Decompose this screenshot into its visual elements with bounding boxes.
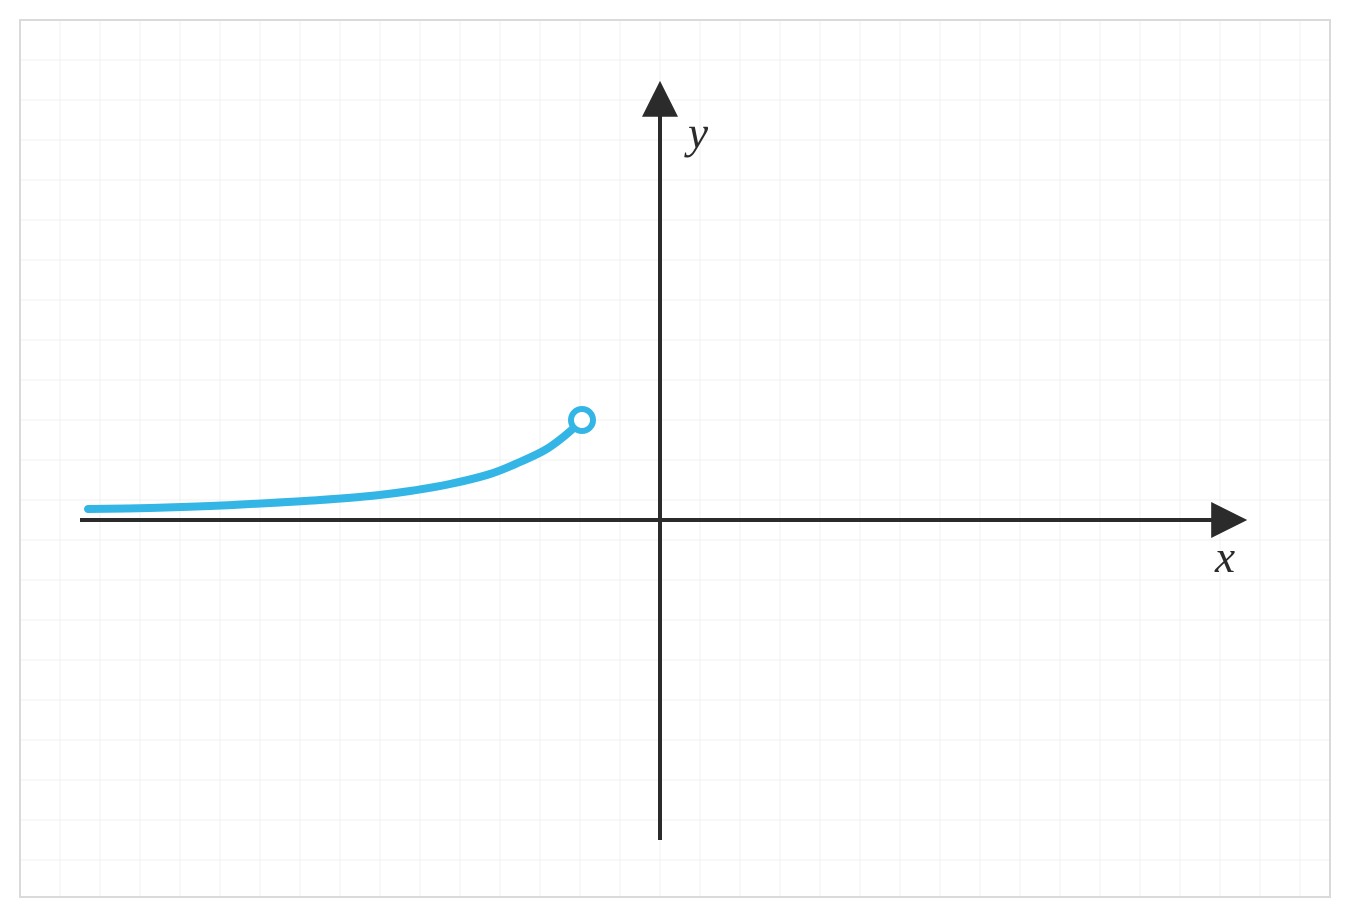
axes: xy [80,88,1240,840]
chart-svg: xy [0,0,1350,917]
y-axis-label: y [684,108,709,158]
open-endpoint [571,409,593,431]
x-axis-label: x [1214,532,1235,582]
chart-stage: xy [0,0,1350,917]
function-curve [88,426,576,509]
grid [20,20,1330,897]
